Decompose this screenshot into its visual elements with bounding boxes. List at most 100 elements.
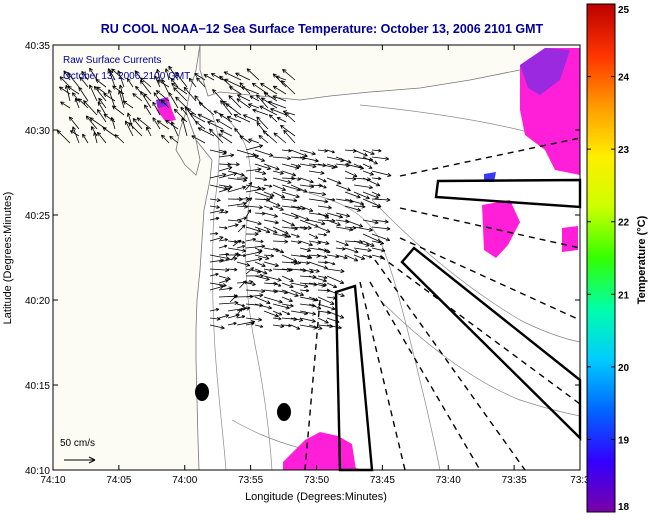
current-vector-arrow — [371, 197, 391, 202]
current-vector-arrow — [242, 114, 260, 123]
current-vector-arrow — [254, 226, 271, 234]
current-vector-arrow — [56, 129, 71, 144]
current-vector-arrow — [83, 100, 98, 116]
current-vector-arrow — [299, 225, 312, 230]
current-vector-arrow — [64, 84, 71, 102]
current-vector-arrow — [144, 104, 152, 116]
current-vector-arrow — [153, 92, 161, 102]
current-vector-arrow — [256, 116, 269, 130]
current-vector-arrow — [326, 219, 341, 226]
current-vector-arrow — [282, 68, 296, 81]
current-vector-arrow — [335, 226, 354, 232]
current-vector-arrow — [218, 286, 233, 291]
current-vector-arrow — [237, 224, 246, 233]
chart-title: RU COOL NOAA−12 Sea Surface Temperature:… — [101, 22, 544, 36]
current-vector-arrow — [245, 205, 263, 210]
current-vector-arrow — [272, 226, 289, 235]
current-vector-arrow — [97, 101, 107, 116]
colorbar-ticks: 25 24 23 22 21 20 19 18 — [587, 3, 630, 513]
current-vector-arrow — [209, 184, 228, 191]
current-vector-arrow — [168, 65, 179, 81]
current-vector-arrow — [152, 117, 161, 130]
current-vector-arrow — [270, 108, 287, 116]
current-vector-arrow — [344, 191, 361, 199]
current-vector-arrow — [218, 300, 239, 305]
current-vector-arrow — [335, 212, 350, 218]
current-vector-arrow — [161, 78, 170, 95]
current-vector-arrow — [81, 70, 89, 81]
land-mass — [52, 44, 213, 471]
current-vector-arrow — [218, 187, 231, 193]
current-vector-arrow — [272, 247, 285, 254]
current-vector-arrow — [254, 163, 272, 170]
current-vector-arrow — [272, 184, 286, 191]
current-vector-arrow — [344, 198, 365, 206]
current-vector-arrow — [317, 212, 330, 219]
current-vector-arrow — [209, 236, 224, 242]
current-vector-arrow — [353, 240, 370, 247]
y-tick-label: 40:35 — [25, 41, 50, 52]
current-vector-arrow — [160, 99, 170, 109]
current-vector-arrow — [111, 105, 125, 116]
sandy-hook — [175, 110, 201, 176]
current-vector-arrow — [189, 113, 206, 123]
current-vector-arrow — [317, 148, 328, 153]
current-vector-arrow — [175, 96, 188, 109]
current-vector-arrow — [272, 191, 286, 199]
dashed-lines — [304, 137, 581, 471]
current-vector-arrow — [234, 127, 242, 137]
current-vector-arrow — [317, 317, 329, 324]
current-vector-arrow — [281, 303, 294, 308]
current-vector-arrow — [245, 181, 253, 191]
current-vector-arrow — [317, 282, 327, 287]
current-vector-arrow — [308, 198, 329, 204]
colorbar-tick-label: 21 — [618, 290, 630, 301]
legend-line-1: Raw Surface Currents — [63, 55, 161, 66]
current-vector-arrow — [196, 77, 206, 88]
current-vector-arrow — [362, 156, 378, 165]
current-vector-arrow — [254, 191, 274, 200]
current-vector-arrow — [247, 103, 260, 109]
y-axis-label: Latitude (Degrees:Minutes) — [2, 192, 14, 325]
current-vector-arrow — [326, 261, 336, 266]
current-vector-arrow — [263, 226, 278, 234]
current-vector-arrow — [132, 118, 143, 130]
colorbar-tick-label: 20 — [618, 363, 630, 374]
scale-label: 50 cm/s — [60, 438, 95, 449]
current-vector-arrow — [103, 93, 116, 102]
current-vector-arrow — [218, 153, 235, 158]
current-vector-arrow — [353, 226, 373, 232]
current-vector-arrow — [219, 129, 233, 137]
current-vector-arrow — [169, 135, 179, 144]
current-vector-arrow — [299, 149, 316, 156]
current-vector-arrow — [299, 219, 319, 228]
current-vector-arrow — [281, 275, 294, 282]
current-vector-arrow — [245, 257, 263, 263]
current-vector-arrow — [194, 120, 206, 130]
current-vector-arrow — [114, 134, 125, 144]
current-vector-arrow — [308, 296, 319, 302]
current-vector-arrow — [259, 105, 278, 116]
current-vector-arrow — [156, 68, 161, 81]
current-vector-arrow — [317, 177, 327, 183]
current-vector-arrow — [317, 275, 328, 280]
current-vector-arrow — [230, 252, 239, 261]
current-vector-arrow — [290, 212, 310, 221]
current-vector-arrow — [317, 233, 327, 237]
current-vector-arrow — [237, 94, 251, 102]
current-vector-arrow — [245, 226, 262, 233]
current-vector-arrow — [335, 240, 349, 247]
current-vector-arrow — [218, 226, 228, 230]
current-vector-arrow — [194, 72, 206, 81]
current-vector-arrow — [256, 94, 269, 109]
current-vector-arrow — [220, 100, 233, 116]
current-vector-arrow — [371, 191, 381, 197]
current-vector-arrow — [171, 82, 188, 95]
current-vector-arrow — [263, 275, 282, 282]
current-vector-arrow — [103, 113, 116, 123]
colorbar-label: Temperature (°C) — [636, 215, 648, 304]
current-vector-arrow — [209, 198, 221, 203]
current-vector-arrow — [241, 86, 260, 95]
x-tick-label: 74:05 — [106, 475, 131, 486]
